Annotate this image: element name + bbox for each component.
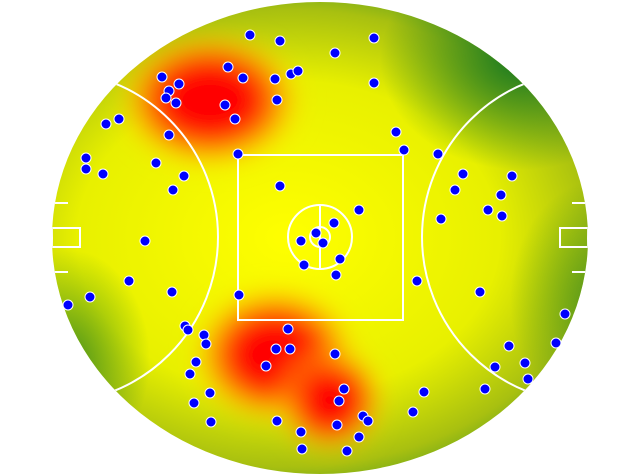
point (550, 337, 562, 349)
point (482, 204, 494, 216)
point (205, 416, 217, 428)
point (390, 126, 402, 138)
point (317, 237, 329, 249)
point (368, 32, 380, 44)
point (298, 259, 310, 271)
point (330, 269, 342, 281)
point (341, 445, 353, 457)
point (190, 356, 202, 368)
point (522, 373, 534, 385)
point (418, 386, 430, 398)
point (166, 286, 178, 298)
point (219, 99, 231, 111)
point (200, 338, 212, 350)
point (150, 157, 162, 169)
point (328, 217, 340, 229)
point (222, 61, 234, 73)
point (338, 383, 350, 395)
point (329, 47, 341, 59)
point (188, 397, 200, 409)
point (100, 118, 112, 130)
point (233, 289, 245, 301)
point (398, 144, 410, 156)
point (170, 97, 182, 109)
point (435, 213, 447, 225)
point (496, 210, 508, 222)
point (139, 235, 151, 247)
point (284, 343, 296, 355)
point (160, 92, 172, 104)
point (292, 65, 304, 77)
point (156, 71, 168, 83)
points (62, 29, 571, 457)
point (407, 406, 419, 418)
point (274, 35, 286, 47)
point (271, 415, 283, 427)
point (329, 348, 341, 360)
point (479, 383, 491, 395)
point (62, 299, 74, 311)
point (559, 308, 571, 320)
point (519, 357, 531, 369)
point (260, 360, 272, 372)
point (270, 343, 282, 355)
point (503, 340, 515, 352)
point (489, 361, 501, 373)
point (167, 184, 179, 196)
point (80, 163, 92, 175)
point (271, 94, 283, 106)
point (229, 113, 241, 125)
point (232, 148, 244, 160)
point (474, 286, 486, 298)
point (184, 368, 196, 380)
point (368, 77, 380, 89)
point (353, 431, 365, 443)
point (411, 275, 423, 287)
point (178, 170, 190, 182)
point (432, 148, 444, 160)
point (362, 415, 374, 427)
point (123, 275, 135, 287)
point (333, 395, 345, 407)
point (331, 419, 343, 431)
point (198, 329, 210, 341)
point (449, 184, 461, 196)
point (353, 204, 365, 216)
point (274, 180, 286, 192)
point (296, 443, 308, 455)
point (269, 73, 281, 85)
point (295, 235, 307, 247)
point (310, 227, 322, 239)
point (173, 78, 185, 90)
point (244, 29, 256, 41)
point (334, 253, 346, 265)
point (495, 189, 507, 201)
point (204, 387, 216, 399)
point (113, 113, 125, 125)
point (237, 72, 249, 84)
point (506, 170, 518, 182)
point (457, 168, 469, 180)
point (84, 291, 96, 303)
point (80, 152, 92, 164)
point (97, 168, 109, 180)
point (282, 323, 294, 335)
point (295, 426, 307, 438)
point (182, 324, 194, 336)
point (163, 129, 175, 141)
field-lines (52, 70, 588, 404)
